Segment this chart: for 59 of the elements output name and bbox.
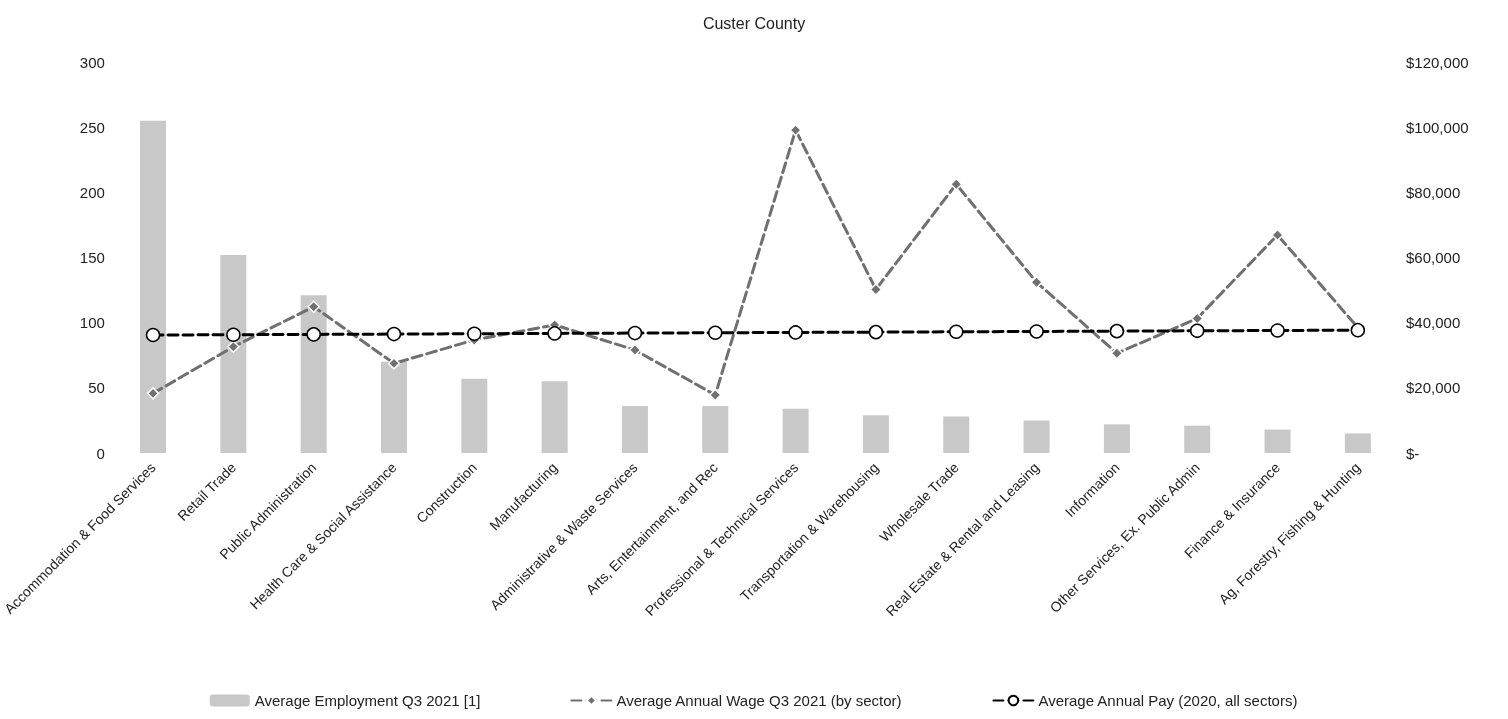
bar — [140, 120, 167, 453]
point — [1109, 323, 1125, 339]
y2-tick-label: $- — [1406, 444, 1420, 462]
bar — [1344, 433, 1371, 453]
y-tick-label: 250 — [79, 118, 105, 136]
bar — [943, 416, 970, 453]
bar — [1264, 429, 1291, 453]
y2-tick-label: $60,000 — [1406, 249, 1461, 266]
point — [306, 327, 321, 342]
bar — [220, 254, 247, 453]
y2-tick-label: $80,000 — [1406, 183, 1461, 201]
legend-label: Average Annual Wage Q3 2021 (by sector) — [616, 692, 902, 709]
point — [1271, 228, 1284, 242]
point — [1029, 324, 1044, 339]
y2-tick-label: $120,000 — [1406, 53, 1469, 71]
bar — [1023, 420, 1050, 453]
point — [227, 340, 240, 354]
point — [145, 327, 161, 343]
point — [868, 324, 884, 340]
point — [1110, 347, 1124, 360]
bar — [1184, 425, 1211, 453]
point — [387, 357, 401, 370]
bar — [380, 361, 407, 453]
y-tick-label: 300 — [79, 53, 105, 71]
bar — [1103, 424, 1130, 453]
bar — [862, 415, 889, 453]
point — [467, 326, 482, 341]
y-tick-label: 150 — [79, 249, 105, 266]
y-tick-label: 200 — [79, 183, 105, 201]
bar — [461, 378, 488, 453]
point — [146, 387, 160, 400]
point — [949, 324, 964, 340]
bar — [782, 408, 809, 453]
legend-label: Average Annual Pay (2020, all sectors) — [1038, 692, 1298, 709]
y-tick-label: 0 — [96, 444, 105, 462]
point — [1189, 323, 1205, 339]
point — [628, 343, 642, 357]
point — [788, 325, 803, 340]
point — [386, 326, 402, 342]
point — [709, 388, 722, 402]
chart-title: Custer County — [702, 14, 806, 32]
point — [1190, 312, 1204, 325]
point — [627, 325, 643, 341]
point — [307, 300, 320, 313]
bar — [541, 381, 568, 453]
bar — [300, 295, 327, 453]
y2-tick-label: $20,000 — [1406, 379, 1461, 397]
y-tick-label: 100 — [79, 314, 105, 332]
bar — [621, 406, 648, 453]
bar — [702, 406, 729, 453]
legend-label: Average Employment Q3 2021 [1] — [254, 692, 481, 709]
y-tick-label: 50 — [88, 379, 105, 397]
point — [1270, 323, 1285, 338]
point — [869, 283, 883, 296]
point — [226, 327, 241, 342]
point — [547, 326, 562, 341]
point — [708, 325, 723, 341]
y2-tick-label: $100,000 — [1406, 118, 1469, 136]
y2-tick-label: $40,000 — [1406, 314, 1461, 332]
